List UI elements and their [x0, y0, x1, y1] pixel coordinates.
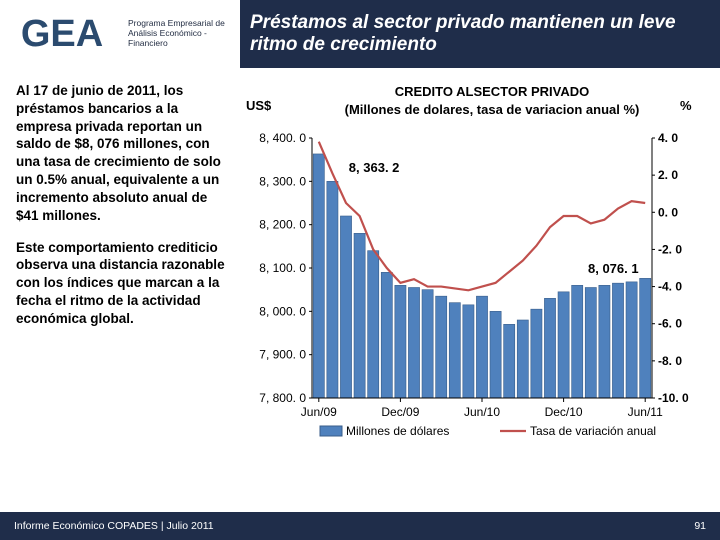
- svg-text:CREDITO ALSECTOR PRIVADO: CREDITO ALSECTOR PRIVADO: [395, 84, 590, 99]
- svg-text:US$: US$: [246, 98, 272, 113]
- chart-container: CREDITO ALSECTOR PRIVADO (Millones de dol…: [240, 78, 706, 478]
- left-column: Al 17 de junio de 2011, los préstamos ba…: [0, 68, 240, 500]
- header: GEA Programa Empresarial de Análisis Eco…: [0, 0, 720, 68]
- svg-text:2. 0: 2. 0: [658, 168, 678, 182]
- page-title: Préstamos al sector privado mantienen un…: [250, 12, 710, 56]
- svg-text:8, 200. 0: 8, 200. 0: [259, 218, 306, 232]
- svg-text:Jun/10: Jun/10: [464, 405, 500, 419]
- footer-left: Informe Económico COPADES | Julio 2011: [14, 520, 214, 532]
- svg-text:Jun/11: Jun/11: [628, 405, 663, 419]
- logo-text: GEA: [21, 13, 103, 56]
- svg-text:(Millones de dolares, tasa de: (Millones de dolares, tasa de variacion …: [345, 102, 640, 117]
- content: Al 17 de junio de 2011, los préstamos ba…: [0, 68, 720, 500]
- svg-text:7, 800. 0: 7, 800. 0: [259, 391, 306, 405]
- svg-text:-6. 0: -6. 0: [658, 317, 682, 331]
- svg-text:8, 000. 0: 8, 000. 0: [259, 304, 306, 318]
- svg-text:8, 363. 2: 8, 363. 2: [349, 160, 400, 175]
- svg-text:Dec/09: Dec/09: [381, 405, 419, 419]
- svg-text:4. 0: 4. 0: [658, 131, 678, 145]
- svg-text:-4. 0: -4. 0: [658, 280, 682, 294]
- svg-text:Jun/09: Jun/09: [301, 405, 337, 419]
- svg-text:8, 076. 1: 8, 076. 1: [588, 261, 639, 276]
- svg-text:-10. 0: -10. 0: [658, 391, 689, 405]
- svg-text:Millones de dólares: Millones de dólares: [346, 424, 449, 438]
- right-column: CREDITO ALSECTOR PRIVADO (Millones de dol…: [240, 68, 720, 500]
- chart-svg: CREDITO ALSECTOR PRIVADO (Millones de dol…: [240, 78, 700, 478]
- svg-text:%: %: [680, 98, 692, 113]
- footer-right: 91: [694, 520, 706, 532]
- svg-text:-8. 0: -8. 0: [658, 354, 682, 368]
- title-band: Préstamos al sector privado mantienen un…: [240, 0, 720, 68]
- svg-text:8, 400. 0: 8, 400. 0: [259, 131, 306, 145]
- svg-text:7, 900. 0: 7, 900. 0: [259, 348, 306, 362]
- svg-text:-2. 0: -2. 0: [658, 242, 682, 256]
- svg-text:8, 100. 0: 8, 100. 0: [259, 261, 306, 275]
- svg-text:8, 300. 0: 8, 300. 0: [259, 174, 306, 188]
- paragraph-1: Al 17 de junio de 2011, los préstamos ba…: [16, 82, 228, 225]
- svg-text:Dec/10: Dec/10: [545, 405, 583, 419]
- header-subtitle: Programa Empresarial de Análisis Económi…: [124, 19, 240, 48]
- paragraph-2: Este comportamiento crediticio observa u…: [16, 239, 228, 328]
- logo: GEA: [0, 0, 124, 68]
- svg-text:Tasa de variación anual: Tasa de variación anual: [530, 424, 656, 438]
- svg-text:0. 0: 0. 0: [658, 205, 678, 219]
- footer: Informe Económico COPADES | Julio 2011 9…: [0, 512, 720, 540]
